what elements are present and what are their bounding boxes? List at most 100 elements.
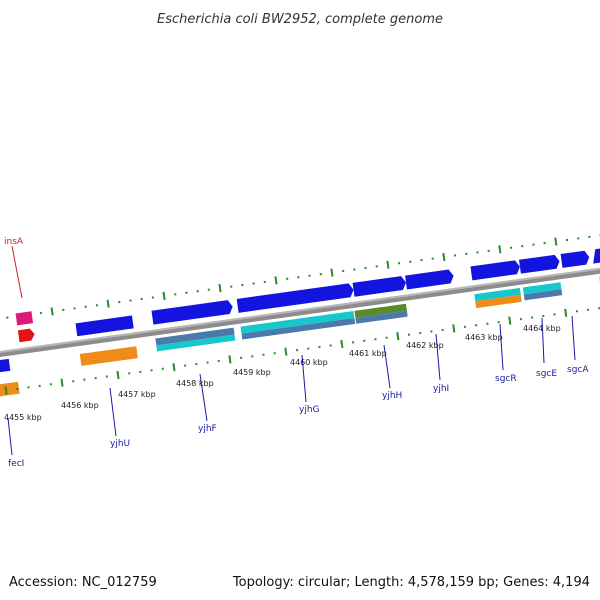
major-tick [442, 252, 446, 262]
gene-label-sgcA: sgcA [567, 365, 589, 375]
minor-tick [521, 245, 524, 248]
minor-tick [94, 376, 97, 380]
yjhI-cds[interactable] [405, 269, 454, 290]
insA-feature-magenta[interactable] [15, 311, 34, 326]
sgcR-orange-feature [475, 294, 522, 309]
minor-tick [84, 305, 87, 308]
minor-tick [73, 307, 76, 310]
minor-tick [531, 316, 534, 319]
gene-label-yjhF: yjhF [198, 424, 217, 434]
gene-label-insA: insA [4, 237, 24, 247]
kbp-label: 4462 kbp [406, 341, 444, 350]
major-tick [274, 276, 278, 285]
yjhU-cds[interactable] [75, 315, 134, 337]
minor-tick [543, 241, 546, 245]
minor-tick [385, 336, 388, 339]
minor-tick [441, 328, 444, 332]
major-tick [218, 284, 222, 293]
yjhG-cds[interactable] [236, 283, 355, 313]
minor-tick [206, 361, 209, 364]
minor-tick [407, 333, 411, 336]
major-tick [330, 268, 334, 277]
sgcR-cds[interactable] [470, 260, 520, 281]
kbp-label: 4459 kbp [233, 368, 271, 377]
insA-feature-red[interactable] [17, 328, 35, 343]
sgcR-cyan-feature [474, 287, 521, 302]
major-tick [116, 370, 120, 380]
minor-tick [16, 387, 19, 391]
gene-label-yjhI: yjhI [433, 384, 449, 394]
minor-tick [307, 347, 310, 350]
minor-tick [184, 364, 187, 367]
kbp-label: 4464 kbp [523, 324, 561, 333]
kbp-label: 4463 kbp [465, 333, 503, 342]
minor-tick [397, 262, 401, 265]
yjhH-callout [383, 344, 391, 389]
gene-label-yjhG: yjhG [299, 405, 320, 415]
minor-tick [342, 269, 345, 273]
topology-stats-text: Topology: circular; Length: 4,578,159 bp… [232, 575, 590, 590]
yjhG-cyan-feature [240, 311, 355, 334]
major-tick [284, 347, 288, 356]
minor-tick [286, 277, 289, 280]
track-group [0, 234, 600, 397]
sgcA-cds[interactable] [560, 250, 591, 268]
gene-label-yjhU: yjhU [110, 439, 130, 449]
minor-tick [586, 308, 590, 311]
minor-tick [319, 273, 322, 276]
yjhH-cds[interactable] [352, 276, 407, 297]
major-tick [172, 363, 176, 372]
major-tick [4, 386, 8, 395]
minor-tick [195, 362, 198, 366]
minor-tick [577, 237, 580, 240]
sgcE-cds[interactable] [518, 254, 561, 274]
sgcE-cyan-feature [522, 282, 562, 295]
major-tick [508, 316, 512, 325]
kbp-label: 4458 kbp [176, 379, 214, 388]
sgcA-callout [571, 315, 576, 361]
minor-tick [553, 313, 556, 316]
minor-tick [217, 359, 220, 363]
minor-tick [27, 386, 30, 389]
minor-tick [487, 249, 490, 252]
major-tick [386, 260, 390, 269]
minor-tick [329, 344, 332, 347]
minor-tick [318, 345, 321, 349]
minor-tick [139, 370, 142, 374]
major-tick [162, 291, 166, 300]
major-tick [554, 237, 558, 246]
minor-tick [419, 331, 422, 335]
major-tick [60, 378, 64, 387]
genome-backbone-highlight [0, 263, 600, 356]
minor-tick [476, 251, 479, 254]
minor-tick [308, 274, 311, 277]
minor-tick [575, 310, 579, 313]
minor-tick [465, 252, 468, 256]
kbp-label: 4460 kbp [290, 358, 328, 367]
minor-tick [420, 259, 423, 262]
minor-tick [251, 355, 254, 358]
kbp-label: 4456 kbp [61, 401, 99, 410]
yjhF-cds[interactable] [151, 300, 233, 325]
minor-tick [375, 265, 378, 268]
minor-tick [62, 308, 65, 312]
yjhF-callout [199, 373, 208, 422]
genome-title: Escherichia coli BW2952, complete genome [157, 12, 443, 27]
next-cds[interactable] [591, 244, 600, 264]
minor-tick [72, 380, 75, 383]
insA-callout [11, 245, 23, 299]
yjhU-orange-feature [79, 346, 138, 366]
minor-tick [39, 311, 43, 315]
kbp-label: 4457 kbp [118, 390, 156, 399]
minor-tick [230, 285, 233, 288]
yjhH-olive-feature [354, 303, 407, 318]
minor-tick [38, 384, 41, 387]
gene-label-sgcE: sgcE [536, 369, 557, 379]
minor-tick [49, 383, 52, 386]
minor-tick [151, 296, 155, 299]
minor-tick [273, 352, 276, 355]
minor-tick [374, 338, 377, 341]
minor-tick [239, 356, 243, 360]
minor-tick [497, 321, 500, 324]
fecI-cds[interactable] [0, 358, 11, 374]
